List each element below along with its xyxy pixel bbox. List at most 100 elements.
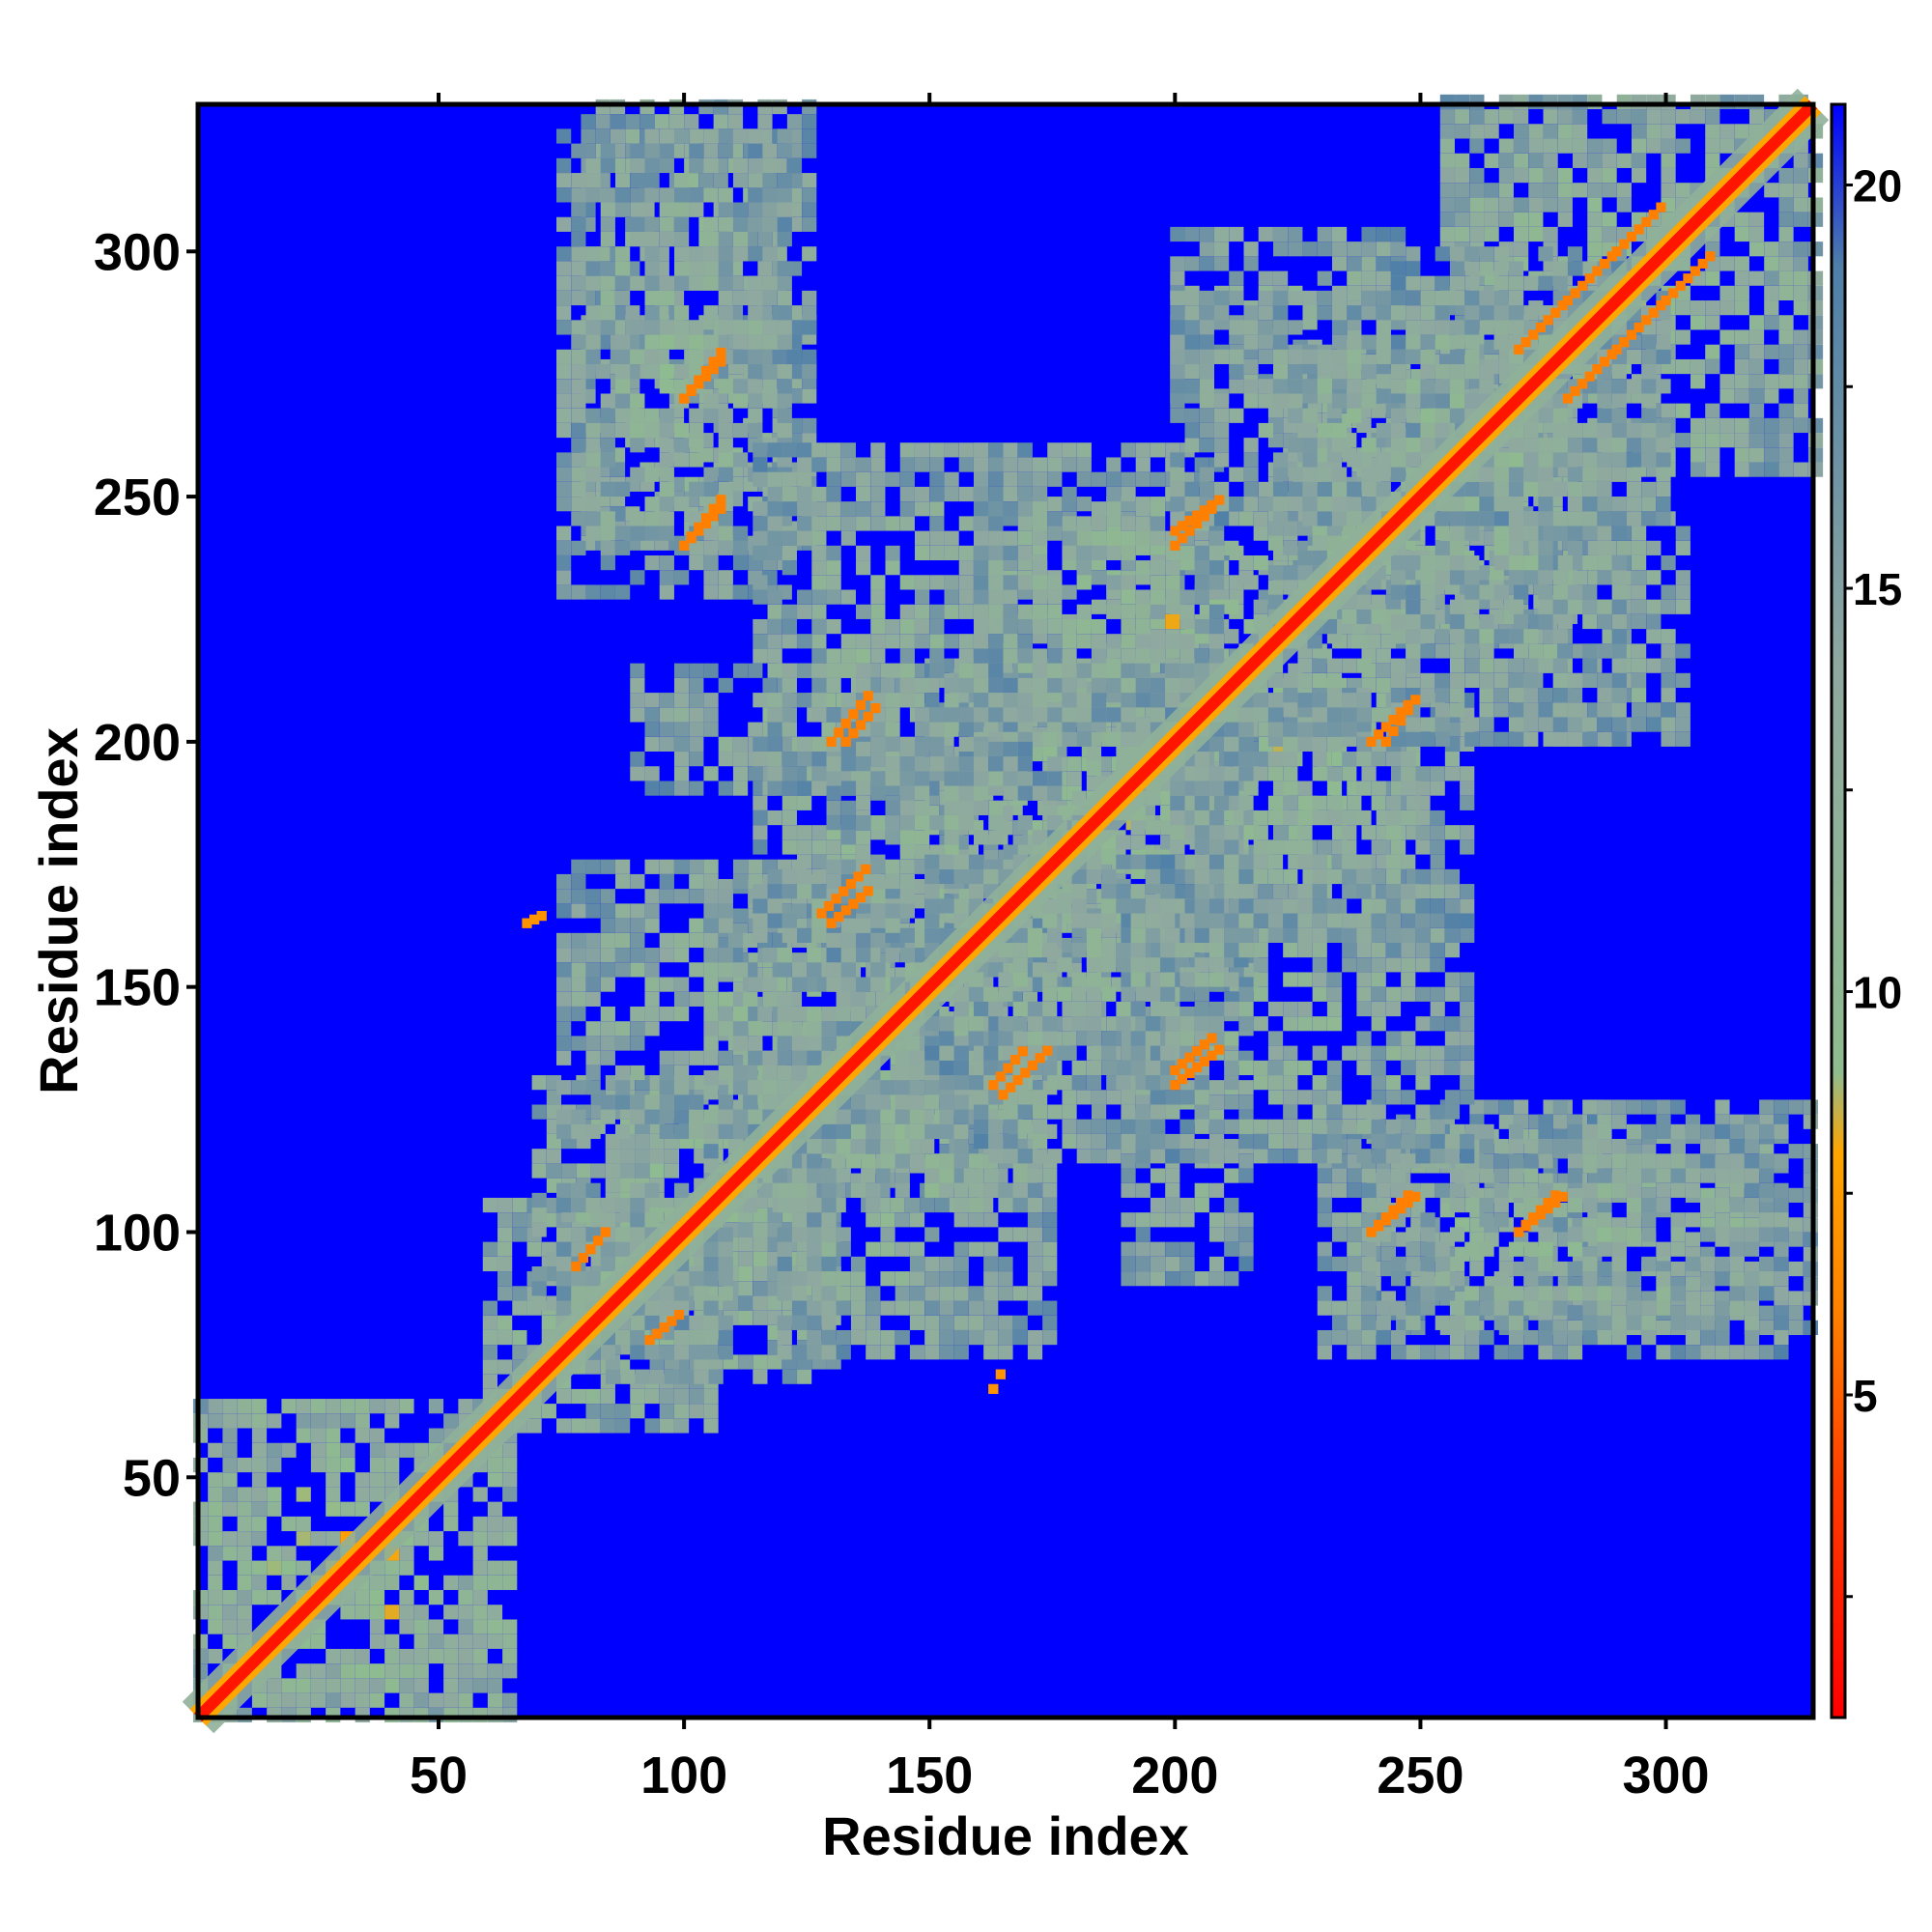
heatmap-cell [748, 1109, 763, 1124]
heatmap-cell [326, 1692, 341, 1708]
heatmap-cell [497, 1197, 513, 1213]
heatmap-cell [192, 1501, 209, 1517]
heatmap-cell [703, 948, 719, 963]
heatmap-cell [791, 1168, 808, 1183]
heatmap-cell [807, 1006, 822, 1022]
heatmap-cell [630, 1404, 645, 1419]
heatmap-cell [973, 1001, 989, 1017]
heatmap-cells [182, 88, 1830, 1734]
heatmap-cell [703, 1109, 719, 1124]
heatmap-cell [630, 663, 645, 678]
heatmap-cell [1165, 1168, 1180, 1183]
heatmap-cell [208, 1560, 223, 1576]
heatmap-cell [777, 1182, 792, 1198]
heatmap-cell [673, 766, 690, 781]
heatmap-cell [732, 752, 749, 767]
heatmap-cell [659, 736, 674, 752]
heatmap-cell [807, 1139, 822, 1154]
heatmap-cell [1027, 1197, 1043, 1213]
heatmap-cell [1803, 1187, 1819, 1203]
heatmap-cell [924, 1227, 940, 1242]
heatmap-cell [497, 1286, 513, 1301]
heatmap-cell [1238, 1168, 1254, 1183]
heatmap-cell [1042, 1212, 1058, 1228]
heatmap-cell [703, 1006, 719, 1022]
heatmap-cell [326, 1442, 341, 1458]
heatmap-cell [355, 1648, 370, 1664]
heatmap-cell [1150, 1241, 1166, 1257]
heatmap-cell [482, 1345, 497, 1360]
heatmap-cell [556, 977, 572, 992]
heatmap-cell [757, 1006, 773, 1022]
heatmap-cell [659, 889, 674, 904]
heatmap-cell [1376, 663, 1391, 678]
heatmap-cell [732, 1006, 749, 1022]
heatmap-cell [807, 1168, 822, 1183]
heatmap-cell [781, 1369, 797, 1384]
heatmap-cell [369, 1663, 385, 1679]
heatmap-cell [973, 1090, 989, 1105]
heatmap-cell [644, 991, 660, 1007]
heatmap-cell [502, 1663, 518, 1679]
heatmap-cell [630, 962, 645, 978]
heatmap-cell [1150, 1168, 1166, 1183]
heatmap-cell [1116, 835, 1131, 850]
heatmap-cell [310, 1442, 327, 1458]
heatmap-cell [340, 1413, 355, 1429]
heatmap-cell [968, 1153, 984, 1169]
heatmap-cell [659, 1123, 674, 1139]
heatmap-cell [413, 1678, 429, 1693]
heatmap-cell [1267, 535, 1284, 551]
heatmap-cell [1076, 731, 1092, 747]
heatmap-cell [777, 948, 792, 963]
heatmap-cell [600, 932, 615, 949]
heatmap-cell [649, 1163, 665, 1179]
heatmap-cell [605, 1178, 621, 1193]
heatmap-cell [1238, 1212, 1254, 1228]
heatmap-cell [861, 1168, 876, 1183]
heatmap-cell [1027, 1241, 1043, 1257]
heatmap-cell [866, 1197, 881, 1213]
heatmap-cell [310, 1678, 327, 1693]
heatmap-cell [487, 1575, 503, 1590]
heatmap-cell [428, 1399, 444, 1414]
heatmap-cell [1347, 795, 1362, 810]
heatmap-cell [1366, 634, 1381, 649]
heatmap-cell [1208, 1212, 1225, 1228]
heatmap-cell [659, 1418, 674, 1434]
heatmap-cell [836, 991, 851, 1007]
heatmap-cell [1135, 1212, 1151, 1228]
heatmap-cell [1042, 1227, 1058, 1242]
heatmap-cell [644, 736, 660, 752]
heatmap-cell [727, 932, 744, 949]
heatmap-cell [777, 1286, 792, 1301]
heatmap-cell [909, 1109, 925, 1124]
heatmap-cell [807, 1300, 822, 1316]
heatmap-cell [458, 1634, 473, 1649]
heatmap-cell [556, 1006, 572, 1022]
heatmap-cell [777, 1315, 792, 1330]
heatmap-cell [630, 677, 645, 694]
heatmap-cell [428, 1619, 444, 1634]
heatmap-cell [1179, 1271, 1195, 1287]
heatmap-cell [413, 1605, 429, 1620]
heatmap-cell [732, 908, 749, 923]
heatmap-cell [585, 889, 601, 904]
heatmap-cell [384, 1399, 400, 1414]
heatmap-cell [718, 991, 733, 1007]
heatmap-cell [895, 1241, 910, 1257]
heatmap-cell [369, 1457, 385, 1473]
heatmap-cell [208, 1605, 223, 1620]
heatmap-cell [571, 859, 586, 874]
heatmap-cell [399, 1605, 414, 1620]
heatmap-cell [340, 1442, 355, 1458]
heatmap-cell [673, 752, 690, 767]
heatmap-cell [635, 1369, 650, 1384]
heatmap-cell [1258, 884, 1273, 899]
heatmap-cell [753, 1310, 768, 1325]
heatmap-cell [866, 1212, 881, 1228]
heatmap-cell [777, 1329, 792, 1346]
heatmap-cell [866, 1123, 881, 1139]
heatmap-cell [614, 962, 631, 978]
heatmap-cell [689, 918, 704, 933]
